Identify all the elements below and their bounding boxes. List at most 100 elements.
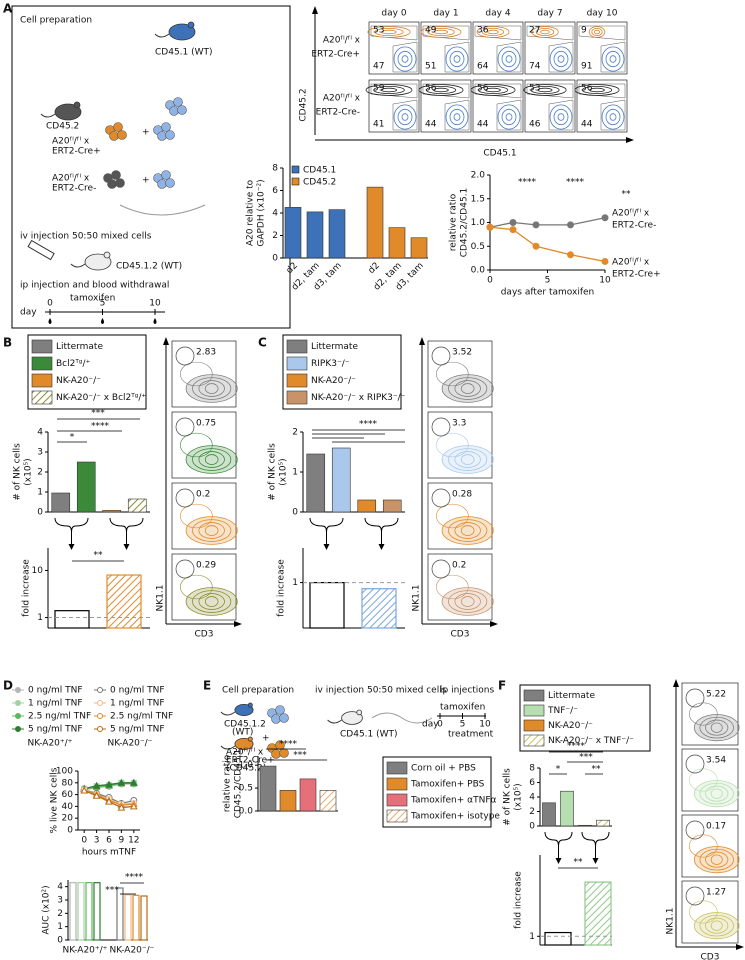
contour xyxy=(198,380,225,397)
contour xyxy=(453,55,461,63)
contour xyxy=(497,46,521,72)
legend-label: 0 ng/ml TNF xyxy=(110,686,165,696)
y-tick-label: 2 xyxy=(272,231,278,241)
gate-value: 1.27 xyxy=(706,888,726,898)
contour xyxy=(198,593,225,610)
contour xyxy=(460,525,475,536)
y-tick-label: 40 xyxy=(62,802,74,812)
y-tick-label: 1.0 xyxy=(239,761,254,771)
row-label: A20ᶠˡ/ᶠˡ x xyxy=(323,94,361,104)
contour xyxy=(501,108,517,126)
gate xyxy=(370,25,418,41)
marker xyxy=(509,226,517,234)
gate xyxy=(431,559,451,579)
contour xyxy=(523,84,567,96)
timeline-label: 0 xyxy=(47,299,53,309)
arrow-head xyxy=(673,679,679,687)
gate xyxy=(600,41,626,73)
y-tick-label: 8 xyxy=(529,764,535,774)
gate-value: 41 xyxy=(373,120,384,130)
contour xyxy=(204,525,219,536)
contour xyxy=(373,86,405,95)
schema-text: iv injection 50:50 mixed cells xyxy=(20,232,152,242)
gate-value: 44 xyxy=(581,120,593,130)
y-tick-label: 0 xyxy=(57,936,63,946)
bar xyxy=(544,931,572,946)
x-tick-label: 3 xyxy=(94,836,100,846)
bar xyxy=(596,819,610,827)
bar xyxy=(54,610,90,629)
contour xyxy=(436,432,469,458)
schema-title: Cell preparation xyxy=(20,16,92,26)
arrow-head xyxy=(592,858,599,864)
contour xyxy=(418,84,464,96)
cell-icon xyxy=(113,122,123,132)
contour xyxy=(449,50,465,68)
contour xyxy=(180,361,213,387)
contour xyxy=(381,29,397,35)
legend-label: Corn oil + PBS xyxy=(411,764,476,774)
arrow-head xyxy=(312,6,318,14)
timeline-label: 0 xyxy=(437,720,443,730)
marker xyxy=(486,223,494,231)
legend-swatch xyxy=(523,689,545,702)
mouse-tail xyxy=(220,711,236,716)
contour xyxy=(204,383,219,394)
cell-icon xyxy=(275,740,285,750)
series-label: ERT2-Cre- xyxy=(612,221,656,231)
contour xyxy=(591,27,603,36)
gate xyxy=(496,99,522,131)
significance: * xyxy=(556,765,561,775)
x-tick-label: 6 xyxy=(106,836,112,846)
connector xyxy=(119,204,206,216)
y-axis-label: GAPDH (x10⁻²) xyxy=(257,179,267,246)
arrow-head xyxy=(163,337,169,345)
blood-drop xyxy=(153,318,157,324)
gate-value: 53 xyxy=(373,26,384,36)
y-tick-label: 1 xyxy=(57,922,63,932)
y-tick-label: 10 xyxy=(32,566,44,576)
legend-label: 1 ng/ml TNF xyxy=(28,699,83,709)
arrow-head xyxy=(378,544,385,550)
legend-label: TNF⁻/⁻ xyxy=(547,706,578,716)
significance: ** xyxy=(94,551,104,561)
bar xyxy=(382,499,402,513)
mouse-ear xyxy=(247,736,253,742)
contour xyxy=(204,596,219,607)
gate xyxy=(370,83,418,99)
contour xyxy=(485,87,501,93)
bar xyxy=(542,802,556,827)
y-tick-label: 2 xyxy=(529,807,535,817)
legend-label: Littermate xyxy=(56,342,103,352)
gate xyxy=(685,886,705,906)
contour xyxy=(180,432,213,458)
gate xyxy=(526,25,574,41)
y-tick-label: 1 xyxy=(529,932,535,942)
legend-box xyxy=(519,684,651,752)
marker xyxy=(105,780,113,788)
contour xyxy=(367,26,411,38)
cell-icon xyxy=(161,122,171,132)
y-tick-label: 1 xyxy=(37,613,43,623)
contour xyxy=(454,593,481,610)
mouse-tail xyxy=(70,263,86,268)
schema-text: ip injections xyxy=(440,686,495,696)
bar xyxy=(410,237,428,259)
contour xyxy=(393,104,417,130)
legend-swatch xyxy=(286,356,308,371)
contour xyxy=(420,26,462,38)
cell-icon xyxy=(157,131,167,141)
contour xyxy=(557,113,565,121)
contour xyxy=(374,27,404,36)
flow-x-label: CD3 xyxy=(451,630,470,640)
contour xyxy=(537,87,553,93)
bar xyxy=(140,895,148,941)
mouse-tail xyxy=(327,719,342,724)
y-tick-label: 0 xyxy=(529,822,535,832)
contour xyxy=(454,380,481,397)
contour xyxy=(530,86,560,95)
schema-box xyxy=(11,5,291,329)
y-tick-label: 60 xyxy=(62,790,74,800)
significance: **** xyxy=(518,178,537,188)
